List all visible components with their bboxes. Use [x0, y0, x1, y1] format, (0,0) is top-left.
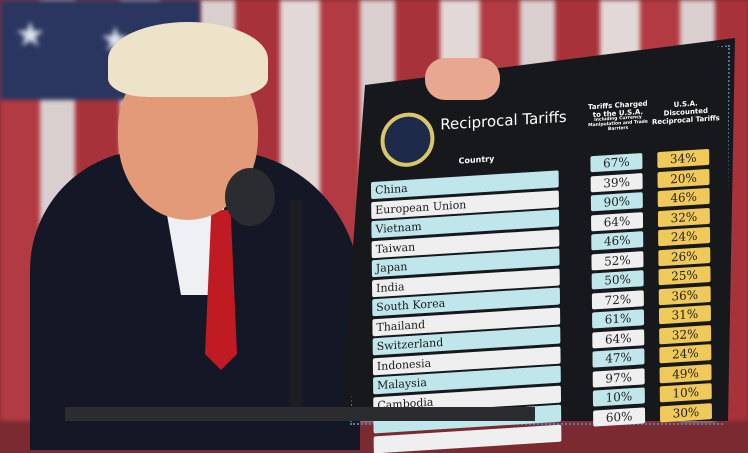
charged-header: Tariffs Charged to the U.S.A. Including C…	[588, 100, 648, 135]
discounted-cell: 24%	[658, 226, 711, 247]
country-header: Country	[458, 154, 495, 166]
discounted-cell: 24%	[659, 344, 712, 364]
charged-cell: 10%	[592, 387, 645, 407]
charged-cell: 61%	[592, 309, 645, 329]
discounted-cell: 30%	[659, 402, 712, 422]
discounted-cell: 31%	[658, 305, 711, 325]
charged-cell: 64%	[591, 211, 644, 231]
charged-cell: 67%	[590, 153, 643, 173]
presidential-seal-icon	[380, 111, 435, 169]
discounted-cell: 20%	[657, 168, 710, 188]
charged-header-sub: Including Currency Manipulation and Trad…	[588, 115, 648, 133]
person-tie	[205, 210, 237, 370]
charged-cell: 50%	[591, 270, 644, 290]
discounted-cell: 49%	[659, 363, 712, 383]
discounted-cell: 10%	[659, 383, 712, 403]
microphone	[225, 168, 275, 226]
charged-cell: 52%	[591, 250, 644, 270]
discounted-cell: 32%	[657, 207, 710, 227]
charged-cell: 72%	[591, 289, 644, 309]
microphone-stand	[290, 200, 302, 421]
discounted-header: U.S.A. Discounted Reciprocal Tariffs	[651, 99, 720, 127]
person-hair	[108, 22, 268, 97]
podium	[65, 407, 535, 421]
charged-cell: 64%	[592, 328, 645, 349]
discounted-cell: 46%	[657, 187, 710, 208]
discounted-cell: 32%	[659, 324, 712, 344]
discounted-cell: 36%	[658, 285, 711, 305]
discounted-cell: 34%	[657, 148, 710, 169]
charged-cell: 97%	[592, 367, 645, 388]
charged-cell: 46%	[591, 231, 644, 251]
board-content: Reciprocal Tariffs Tariffs Charged to th…	[370, 67, 733, 453]
board-title: Reciprocal Tariffs	[440, 107, 567, 134]
charged-cell: 60%	[593, 406, 646, 427]
charged-cell: 47%	[592, 348, 645, 368]
charged-cell: 90%	[590, 192, 643, 212]
person-hand	[425, 58, 500, 100]
discounted-cell: 26%	[658, 246, 711, 266]
discounted-cell: 25%	[658, 265, 711, 286]
charged-cell: 39%	[590, 172, 643, 192]
